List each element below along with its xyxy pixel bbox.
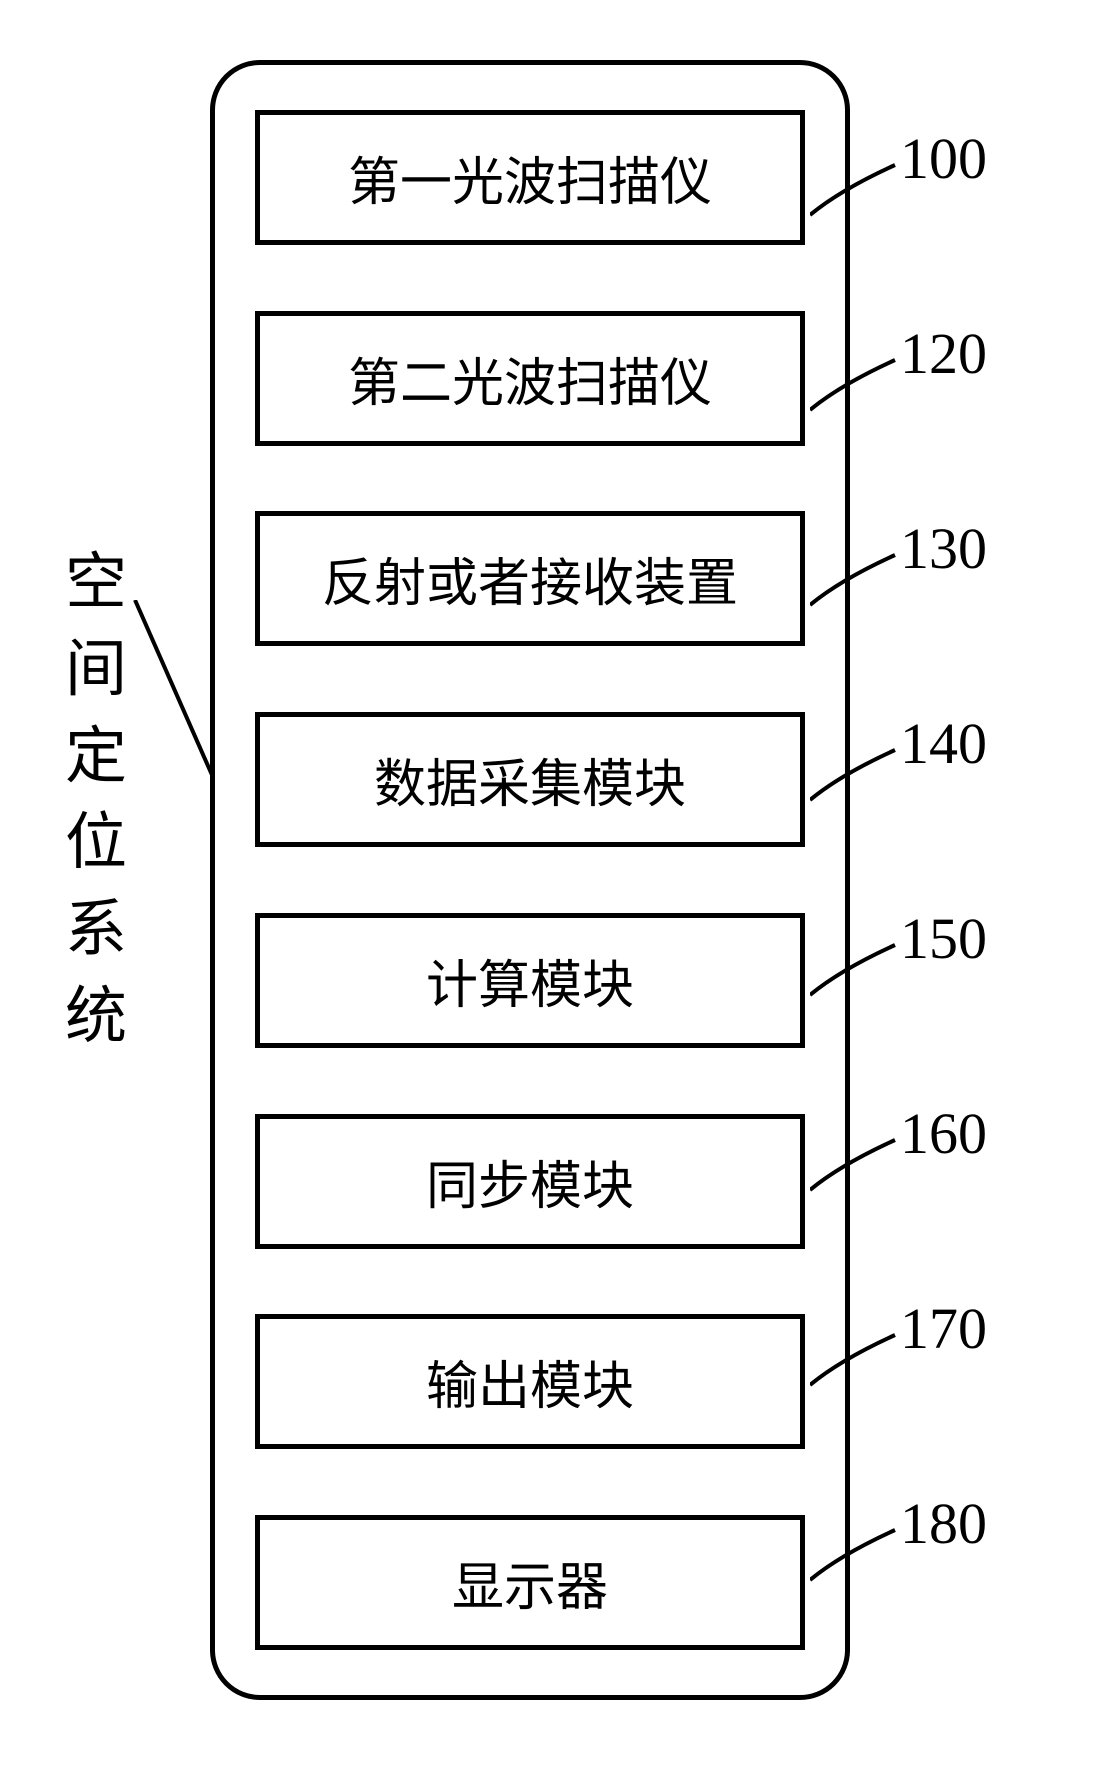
module-calculation: 计算模块 — [255, 913, 805, 1048]
system-label: 空 间 定 位 系 统 — [65, 540, 127, 1061]
system-label-char: 系 — [65, 887, 127, 974]
ref-number-100: 100 — [900, 125, 987, 192]
system-label-char: 统 — [65, 974, 127, 1061]
ref-number-120: 120 — [900, 320, 987, 387]
module-scanner-1: 第一光波扫描仪 — [255, 110, 805, 245]
ref-number-160: 160 — [900, 1100, 987, 1167]
module-label: 第一光波扫描仪 — [348, 140, 712, 215]
module-sync: 同步模块 — [255, 1114, 805, 1249]
module-data-acquisition: 数据采集模块 — [255, 712, 805, 847]
system-label-leader — [120, 600, 220, 800]
system-container: 第一光波扫描仪 第二光波扫描仪 反射或者接收装置 数据采集模块 计算模块 同步模… — [210, 60, 850, 1700]
system-label-char: 定 — [65, 714, 127, 801]
system-label-char: 位 — [65, 800, 127, 887]
module-display: 显示器 — [255, 1515, 805, 1650]
module-label: 计算模块 — [426, 943, 634, 1018]
ref-number-150: 150 — [900, 905, 987, 972]
ref-number-140: 140 — [900, 710, 987, 777]
module-label: 第二光波扫描仪 — [348, 341, 712, 416]
ref-number-170: 170 — [900, 1295, 987, 1362]
module-label: 显示器 — [452, 1545, 608, 1620]
module-label: 反射或者接收装置 — [322, 541, 738, 616]
module-output: 输出模块 — [255, 1314, 805, 1449]
module-label: 数据采集模块 — [374, 742, 686, 817]
system-label-char: 间 — [65, 627, 127, 714]
ref-number-180: 180 — [900, 1490, 987, 1557]
module-reflector: 反射或者接收装置 — [255, 511, 805, 646]
module-label: 同步模块 — [426, 1144, 634, 1219]
ref-number-130: 130 — [900, 515, 987, 582]
system-label-char: 空 — [65, 540, 127, 627]
module-label: 输出模块 — [426, 1344, 634, 1419]
module-scanner-2: 第二光波扫描仪 — [255, 311, 805, 446]
